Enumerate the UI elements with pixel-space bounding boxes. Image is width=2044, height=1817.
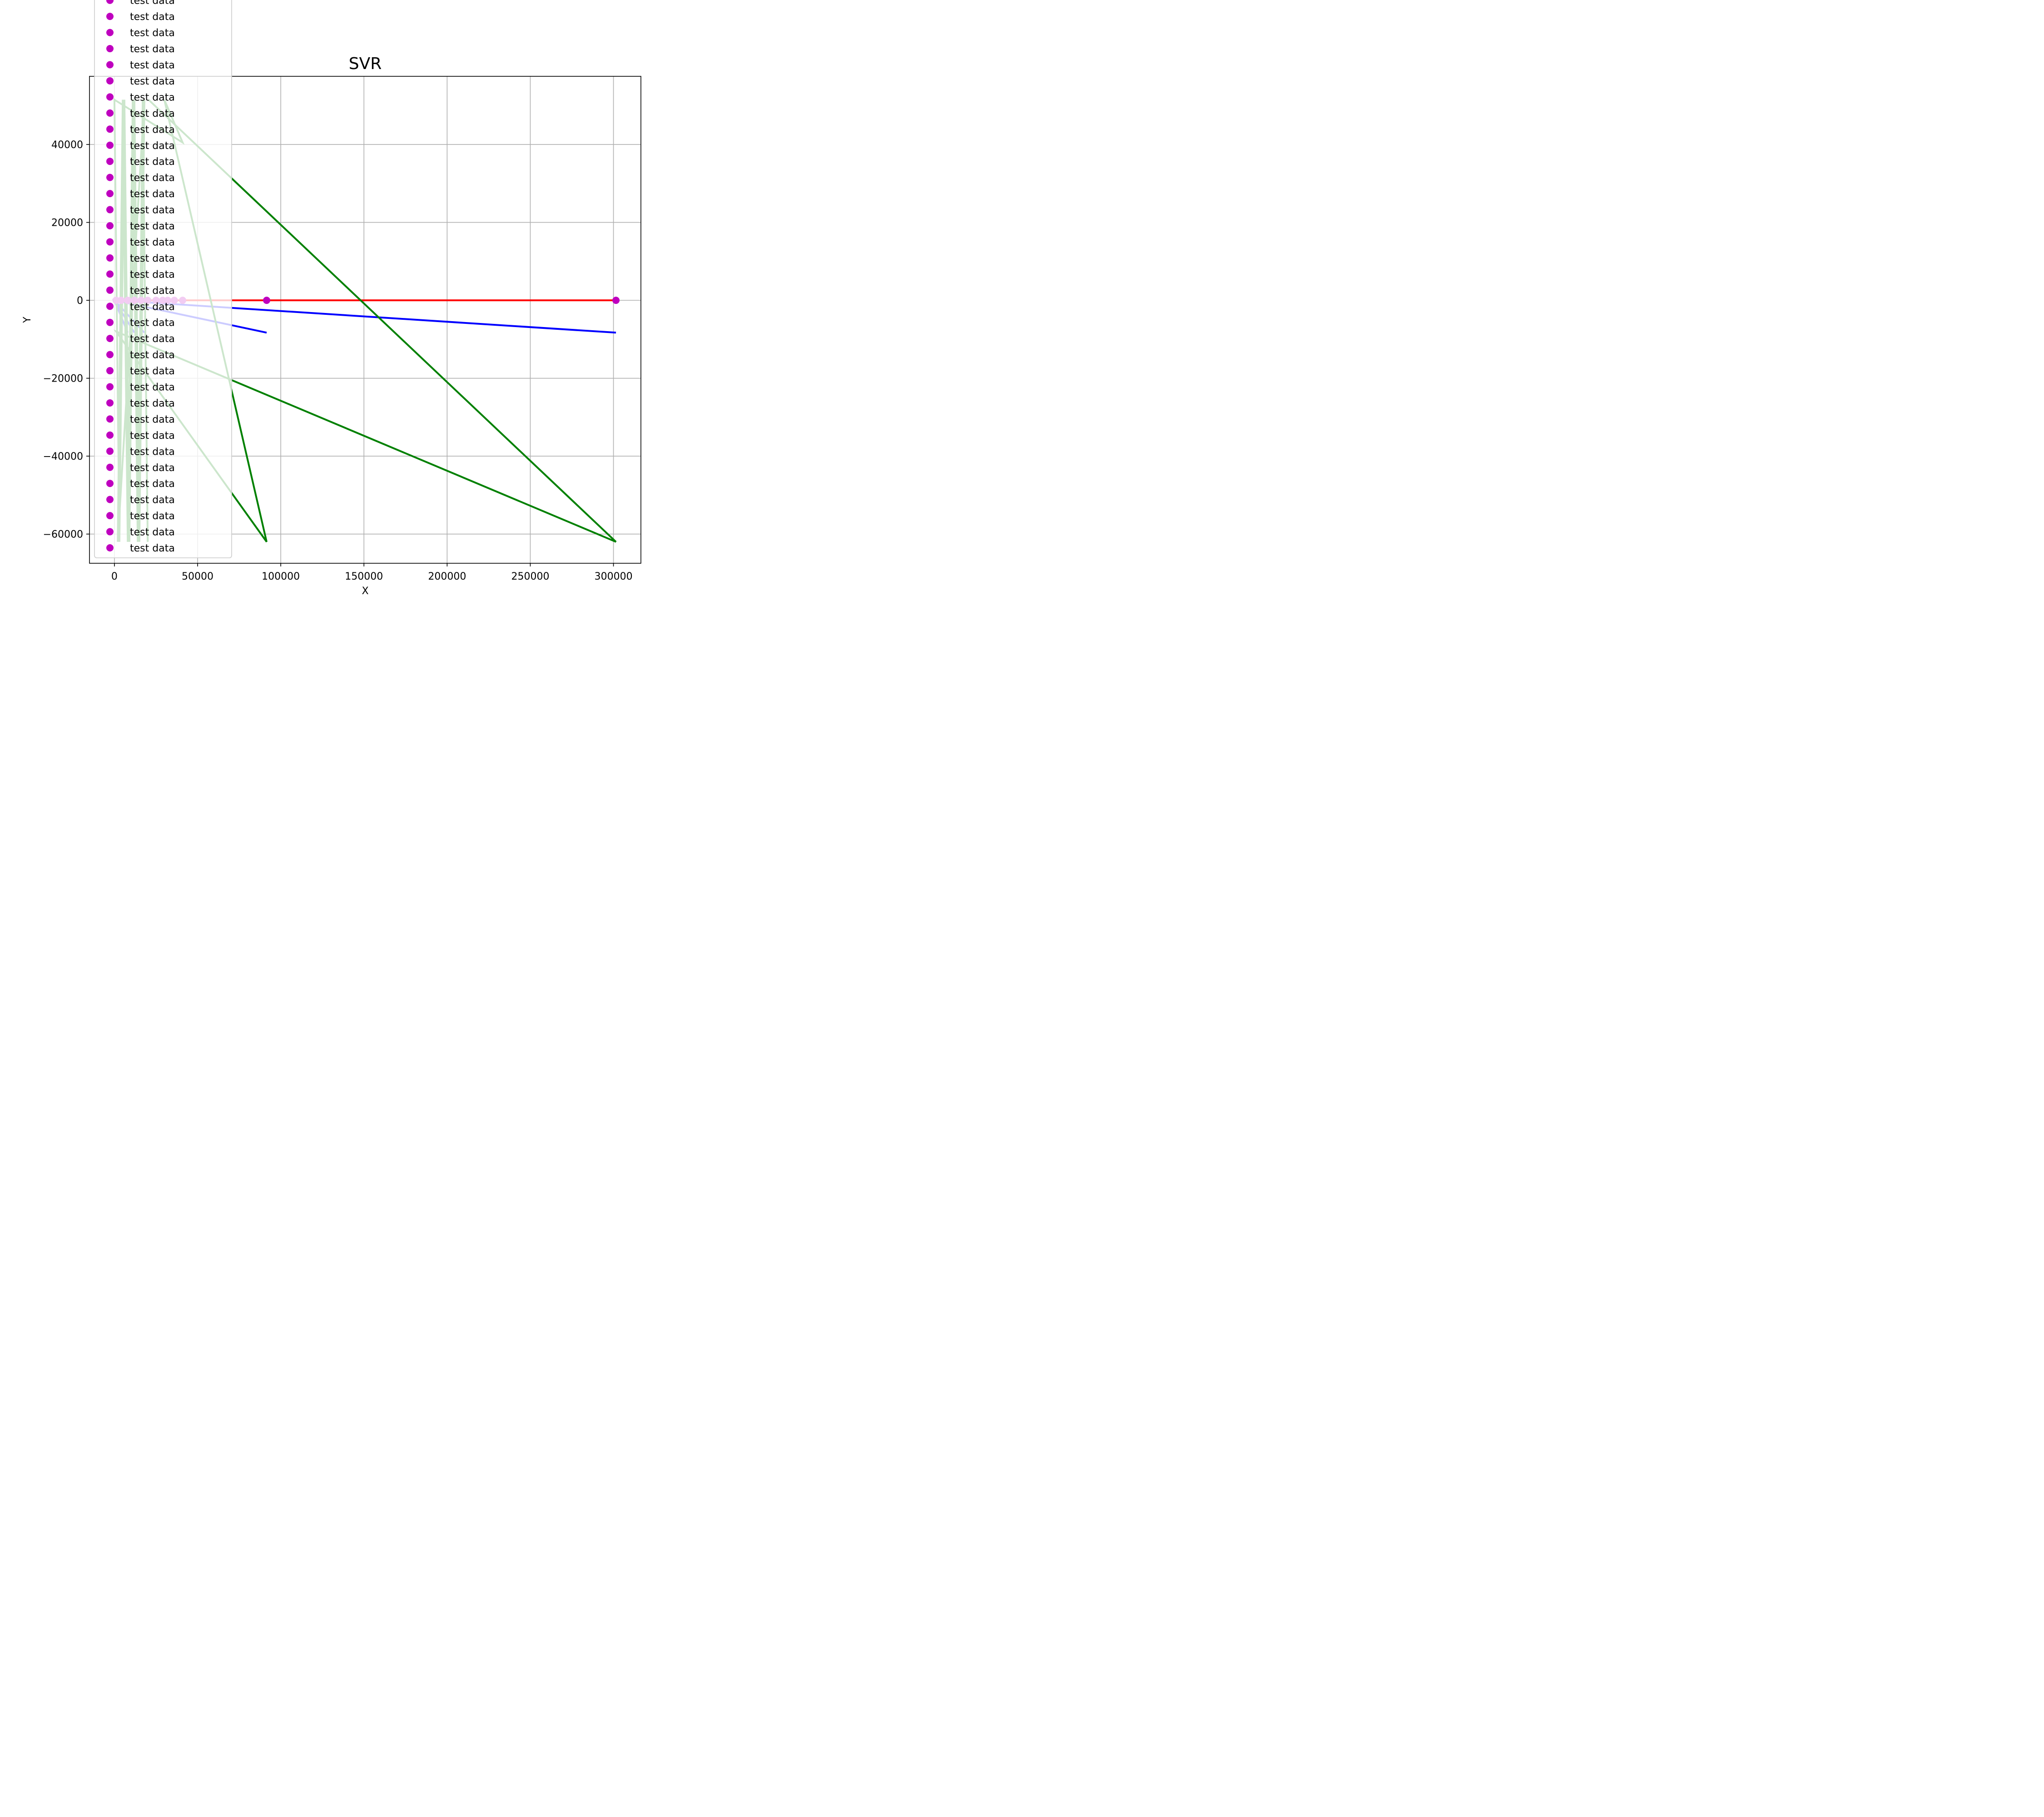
- legend-entry-label: test data: [130, 124, 175, 135]
- y-tick-label: −40000: [43, 451, 83, 462]
- legend-entry-label: test data: [130, 44, 175, 55]
- legend-entry-label: test data: [130, 382, 175, 393]
- legend-marker: [106, 335, 114, 343]
- legend-entry-label: test data: [130, 156, 175, 168]
- x-axis-label: X: [362, 586, 368, 597]
- chart-title: SVR: [349, 55, 382, 73]
- y-axis-label: Y: [22, 317, 33, 323]
- legend-marker: [106, 528, 114, 536]
- legend-marker: [106, 190, 114, 198]
- legend-marker: [106, 447, 114, 455]
- legend-marker: [106, 29, 114, 36]
- legend-marker: [106, 399, 114, 407]
- legend-entry-label: test data: [130, 173, 175, 184]
- legend-marker: [106, 0, 114, 4]
- legend-entry-label: test data: [130, 414, 175, 425]
- legend-marker: [106, 415, 114, 423]
- legend-entry-label: test data: [130, 60, 175, 71]
- legend-marker: [106, 496, 114, 503]
- legend-entry-label: test data: [130, 76, 175, 87]
- legend-marker: [106, 222, 114, 229]
- x-tick-label: 0: [111, 571, 118, 582]
- plot-frame: [89, 76, 641, 564]
- legend-marker: [106, 174, 114, 181]
- x-tick-label: 150000: [345, 571, 383, 582]
- y-tick-label: 20000: [51, 218, 83, 229]
- legend: test data test data test data test data test…: [94, 0, 232, 558]
- y-tick-label: 40000: [51, 139, 83, 151]
- legend-marker: [106, 158, 114, 165]
- legend-entry-label: test data: [130, 543, 175, 554]
- legend-entry-label: test data: [130, 108, 175, 119]
- legend-marker: [106, 141, 114, 149]
- x-tick-label: 50000: [182, 571, 213, 582]
- legend-marker: [106, 13, 114, 20]
- x-tick-label: 100000: [262, 571, 300, 582]
- legend-entry-label: test data: [130, 462, 175, 474]
- legend-entry-label: test data: [130, 511, 175, 522]
- legend-entry-label: test data: [130, 366, 175, 377]
- legend-entry-label: test data: [130, 285, 175, 297]
- legend-entry-label: test data: [130, 205, 175, 216]
- legend-marker: [106, 351, 114, 358]
- legend-entry-label: test data: [130, 301, 175, 313]
- legend-marker: [106, 303, 114, 310]
- legend-entry-label: test data: [130, 398, 175, 409]
- legend-marker: [106, 544, 114, 551]
- legend-entry-label: test data: [130, 221, 175, 232]
- legend-entry-label: test data: [130, 430, 175, 442]
- x-tick-label: 200000: [428, 571, 466, 582]
- y-tick-label: −60000: [43, 529, 83, 541]
- legend-entry-label: test data: [130, 28, 175, 39]
- x-tick-label: 250000: [511, 571, 549, 582]
- svr-figure: 0 50000 100000 150000 200000 250000 300000 −60…: [0, 0, 702, 624]
- legend-marker: [106, 318, 114, 326]
- legend-entry-label: test data: [130, 237, 175, 248]
- legend-entry-label: test data: [130, 333, 175, 345]
- legend-marker: [106, 367, 114, 375]
- legend-marker: [106, 480, 114, 487]
- legend-entry-label: test data: [130, 189, 175, 200]
- test-data-point: [263, 297, 271, 304]
- legend-marker: [106, 463, 114, 471]
- legend-entry-label: test data: [130, 527, 175, 538]
- y-axis-ticks: −60000 −40000 −20000 0 20000 40000: [43, 139, 89, 541]
- legend-marker: [106, 109, 114, 117]
- legend-marker: [106, 431, 114, 439]
- legend-marker: [106, 45, 114, 53]
- legend-entry-label: test data: [130, 140, 175, 152]
- legend-marker: [106, 93, 114, 101]
- test-data-point: [612, 297, 620, 304]
- legend-entry-label: test data: [130, 0, 175, 7]
- legend-marker: [106, 125, 114, 133]
- legend-entry-label: test data: [130, 253, 175, 264]
- legend-entry-label: test data: [130, 446, 175, 457]
- legend-marker: [106, 77, 114, 84]
- legend-marker: [106, 286, 114, 294]
- legend-marker: [106, 206, 114, 213]
- x-tick-label: 300000: [595, 571, 633, 582]
- y-tick-label: 0: [77, 295, 83, 307]
- legend-marker: [106, 383, 114, 391]
- legend-entry-label: test data: [130, 318, 175, 329]
- legend-entry-label: test data: [130, 269, 175, 280]
- y-tick-label: −20000: [43, 373, 83, 385]
- legend-marker: [106, 238, 114, 246]
- legend-entry-label: test data: [130, 11, 175, 23]
- legend-marker: [106, 512, 114, 520]
- legend-box: [94, 0, 232, 558]
- legend-entry-label: test data: [130, 478, 175, 490]
- x-axis-ticks: 0 50000 100000 150000 200000 250000 300000: [111, 563, 633, 582]
- legend-entry-label: test data: [130, 350, 175, 361]
- legend-marker: [106, 61, 114, 69]
- legend-entry-label: test data: [130, 495, 175, 506]
- legend-marker: [106, 254, 114, 262]
- legend-entry-label: test data: [130, 92, 175, 103]
- legend-marker: [106, 270, 114, 278]
